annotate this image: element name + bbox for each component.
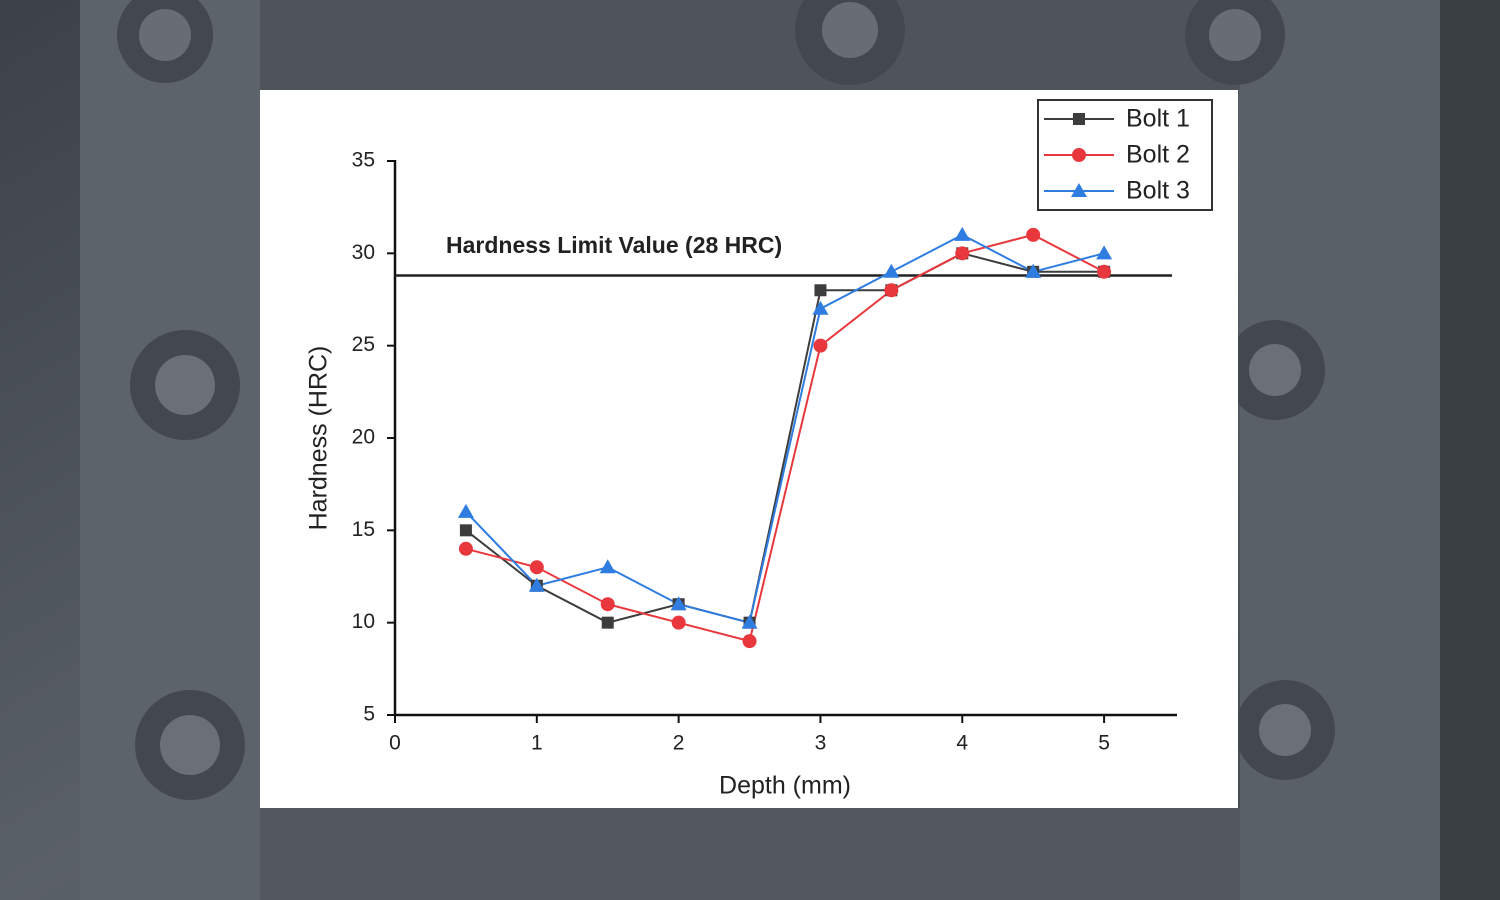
- data-point: [529, 560, 544, 575]
- data-point: [742, 634, 757, 649]
- data-point: [954, 226, 971, 241]
- legend-marker: [1073, 113, 1085, 125]
- y-axis-label: Hardness (HRC): [305, 346, 333, 531]
- legend-label: Bolt 1: [1126, 105, 1190, 133]
- series-line: [465, 233, 1105, 624]
- data-point: [457, 503, 474, 518]
- data-point: [1025, 263, 1042, 278]
- y-tick-label: 35: [352, 149, 375, 172]
- y-tick-label: 30: [352, 241, 375, 264]
- data-point: [955, 246, 970, 261]
- data-point: [1026, 227, 1041, 242]
- x-tick-label: 0: [389, 732, 401, 755]
- x-tick-label: 2: [673, 732, 685, 755]
- x-tick-label: 1: [531, 732, 543, 755]
- y-tick-label: 5: [363, 703, 375, 726]
- x-tick-label: 4: [956, 732, 968, 755]
- x-tick-label: 3: [815, 732, 827, 755]
- y-tick-label: 20: [352, 426, 375, 449]
- legend-label: Bolt 3: [1126, 177, 1190, 205]
- data-point: [1096, 245, 1113, 260]
- reference-label: Hardness Limit Value (28 HRC): [446, 232, 782, 258]
- series-line: [465, 252, 1105, 624]
- data-point: [813, 338, 828, 353]
- data-point: [814, 284, 827, 297]
- data-point: [458, 541, 473, 556]
- x-tick-label: 5: [1098, 732, 1110, 755]
- data-point: [812, 300, 829, 315]
- y-tick-label: 10: [352, 610, 375, 633]
- data-point: [884, 283, 899, 298]
- legend-marker: [1072, 148, 1086, 162]
- y-tick-label: 15: [352, 518, 375, 541]
- x-axis-label: Depth (mm): [719, 772, 851, 800]
- data-point: [741, 614, 758, 629]
- data-point: [670, 596, 687, 611]
- legend-label: Bolt 2: [1126, 141, 1190, 169]
- data-point: [1097, 264, 1112, 279]
- data-point: [601, 616, 614, 629]
- data-point: [599, 559, 616, 574]
- data-point: [459, 524, 472, 537]
- data-point: [883, 263, 900, 278]
- series-line: [465, 233, 1105, 643]
- data-point: [600, 597, 615, 612]
- y-tick-label: 25: [352, 333, 375, 356]
- data-point: [671, 615, 686, 630]
- data-point: [528, 577, 545, 592]
- legend-marker: [1071, 183, 1087, 197]
